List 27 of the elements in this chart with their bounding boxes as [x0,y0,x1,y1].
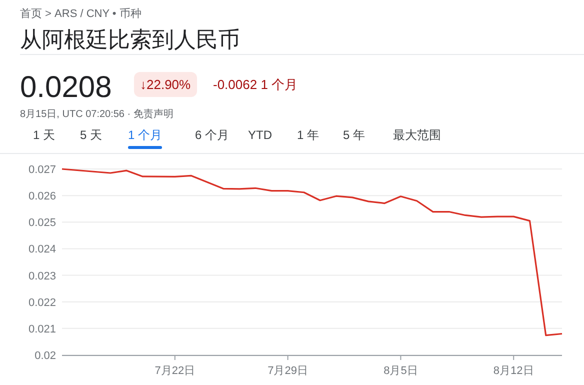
text: 5 年 [343,128,366,142]
x-tick-label: 8月12日 [493,365,534,377]
text: 首页 > ARS / CNY • 币种 [20,7,142,20]
text: ↓22.90% [140,77,192,92]
text: YTD [248,128,272,142]
y-tick-label: 0.026 [28,190,56,203]
text: 最大范围 [393,128,441,142]
text: 1 天 [33,128,56,142]
y-tick-label: 0.027 [28,164,56,176]
chart-title: 从阿根廷比索到人民币 [20,27,240,52]
text: 6 个月 [195,128,230,142]
text: 0.0208 [20,71,112,104]
x-tick-label: 7月29日 [268,365,308,377]
text: 1 年 [297,128,320,142]
text: 1 个月 [128,128,162,142]
text: 5 天 [80,128,102,142]
text: 8月15日, UTC 07:20:56 · 免责声明 [20,108,174,120]
y-tick-label: 0.025 [28,217,56,230]
text: -0.0062 1 个月 [213,77,298,92]
y-tick-label: 0.022 [28,296,56,309]
x-tick-label: 8月5日 [384,365,418,377]
y-tick-label: 0.021 [28,323,56,336]
y-tick-label: 0.023 [28,270,56,282]
y-tick-label: 0.02 [34,350,56,362]
y-tick-label: 0.024 [28,244,56,256]
line-series [61,168,563,336]
x-tick-label: 7月22日 [154,365,196,377]
